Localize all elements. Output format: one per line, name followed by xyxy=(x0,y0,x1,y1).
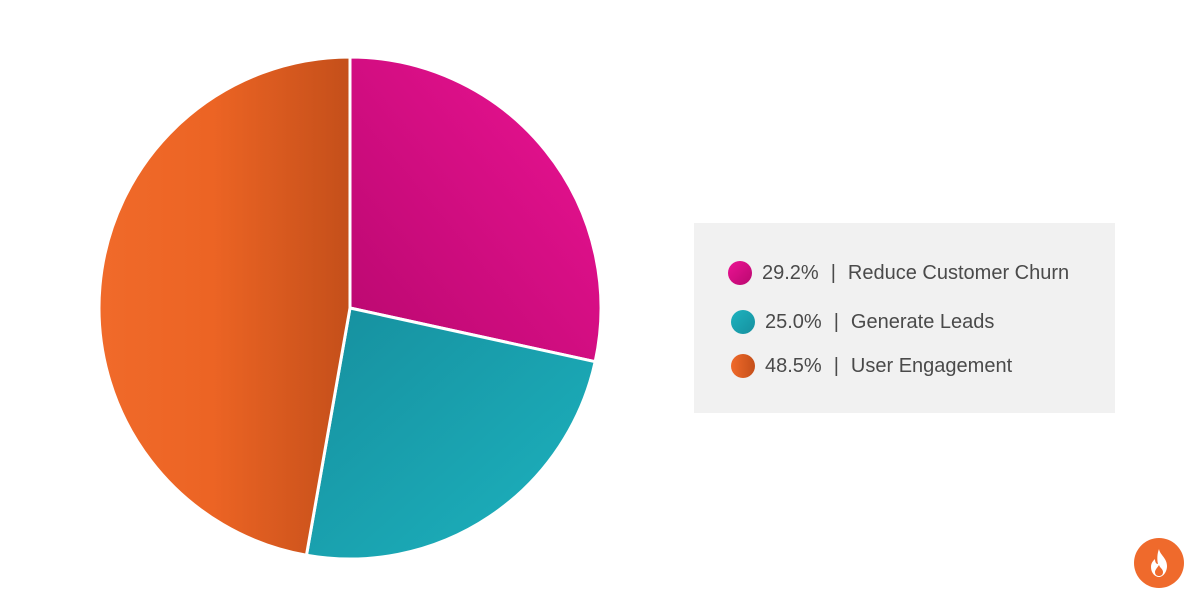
legend-item-generate-leads: 25.0% | Generate Leads xyxy=(728,308,994,336)
legend-separator: | xyxy=(830,261,836,284)
pie-slice-reduce-customer-churn xyxy=(348,55,603,364)
legend-swatch xyxy=(731,354,755,378)
legend-label: Reduce Customer Churn xyxy=(847,261,1070,284)
legend-percent: 29.2% xyxy=(762,261,819,284)
legend-swatch xyxy=(728,261,752,285)
legend-swatch xyxy=(731,310,755,334)
pie-slice-generate-leads xyxy=(304,306,597,561)
pie-slice-user-engagement xyxy=(97,55,352,557)
legend-percent: 48.5% xyxy=(765,354,822,377)
legend-item-reduce-customer-churn: 29.2% | Reduce Customer Churn xyxy=(728,259,1069,287)
brand-logo xyxy=(1134,538,1184,588)
legend-label: User Engagement xyxy=(850,354,1013,377)
legend-percent: 25.0% xyxy=(765,310,822,333)
legend-separator: | xyxy=(833,354,839,377)
chart-legend: 29.2% | Reduce Customer Churn 25.0% | Ge… xyxy=(694,223,1115,413)
flame-icon xyxy=(1151,549,1167,577)
legend-separator: | xyxy=(833,310,839,333)
legend-label: Generate Leads xyxy=(850,310,995,333)
legend-item-user-engagement: 48.5% | User Engagement xyxy=(728,352,1012,380)
